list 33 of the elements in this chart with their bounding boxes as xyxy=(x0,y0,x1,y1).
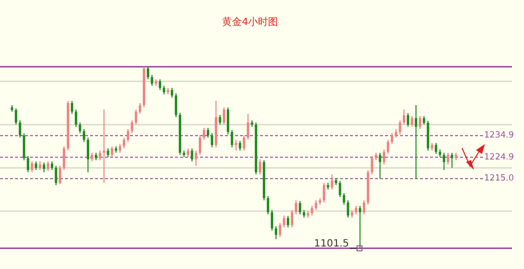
candlestick xyxy=(234,140,238,151)
candlestick xyxy=(90,152,94,162)
candlestick xyxy=(94,152,98,160)
candlestick xyxy=(38,161,42,170)
candlestick xyxy=(442,152,446,170)
candlestick xyxy=(326,183,330,190)
candlestick xyxy=(354,206,358,214)
candlestick xyxy=(450,152,454,168)
annotation: 1101.5 xyxy=(314,238,349,250)
candlestick xyxy=(334,178,338,186)
candlestick xyxy=(350,210,354,218)
candlestick xyxy=(10,105,14,112)
y-tick-label: 1234.9 xyxy=(484,130,514,141)
candlestick xyxy=(430,143,434,151)
candlestick xyxy=(302,210,306,218)
candlestick xyxy=(98,150,102,160)
candlestick xyxy=(378,152,382,179)
candlestick xyxy=(102,110,106,184)
candlestick xyxy=(106,148,110,158)
candlestick xyxy=(454,152,458,160)
y-tick-label: 1224.9 xyxy=(484,152,514,162)
candlestick xyxy=(414,105,418,179)
candlestick xyxy=(182,150,186,158)
candlestick xyxy=(330,174,334,190)
candlestick xyxy=(186,148,190,158)
candlestick xyxy=(162,86,166,94)
chart-title: 黄金4小时图 xyxy=(222,16,278,28)
candlestick xyxy=(50,161,54,170)
y-tick-label: 1215.0 xyxy=(484,174,514,184)
candlestick xyxy=(310,206,314,216)
candlestick xyxy=(194,150,198,166)
candlestick xyxy=(34,161,38,170)
candlestick xyxy=(374,152,378,160)
